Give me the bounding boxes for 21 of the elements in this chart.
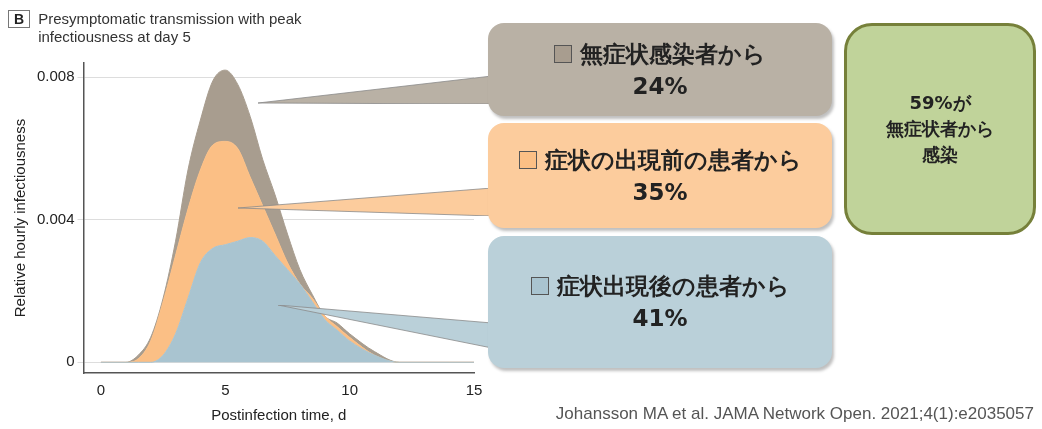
text: 無症状者から <box>886 117 994 141</box>
text: 感染 <box>922 143 958 167</box>
x-tick-label: 15 <box>465 381 483 399</box>
x-tick-label: 0 <box>96 381 106 399</box>
x-axis-title: Postinfection time, d <box>211 406 347 424</box>
text: Johansson MA et al. JAMA Network Open. 2021;4(1):e2035057 <box>555 404 1034 424</box>
legend-label: 症状の出現前の患者から <box>544 145 802 175</box>
chart-title: Presymptomatic transmission with peak infectiousness at day 5 <box>38 10 303 46</box>
y-tick-label: 0.008 <box>36 67 75 85</box>
text: 35% <box>632 177 688 207</box>
text: 24% <box>632 71 688 101</box>
text: B <box>8 10 31 28</box>
y-tick-label: 0 <box>66 352 75 370</box>
text: 41% <box>632 304 688 333</box>
text: 59%が <box>909 91 971 115</box>
y-tick-label: 0.004 <box>36 209 75 227</box>
legend-label: 症状出現後の患者から <box>556 272 790 301</box>
legend-label: 無症状感染者から <box>580 39 766 69</box>
x-tick-label: 10 <box>341 381 358 399</box>
y-axis-title: Relative hourly infectiousness <box>11 118 29 318</box>
x-tick-label: 5 <box>221 381 230 399</box>
